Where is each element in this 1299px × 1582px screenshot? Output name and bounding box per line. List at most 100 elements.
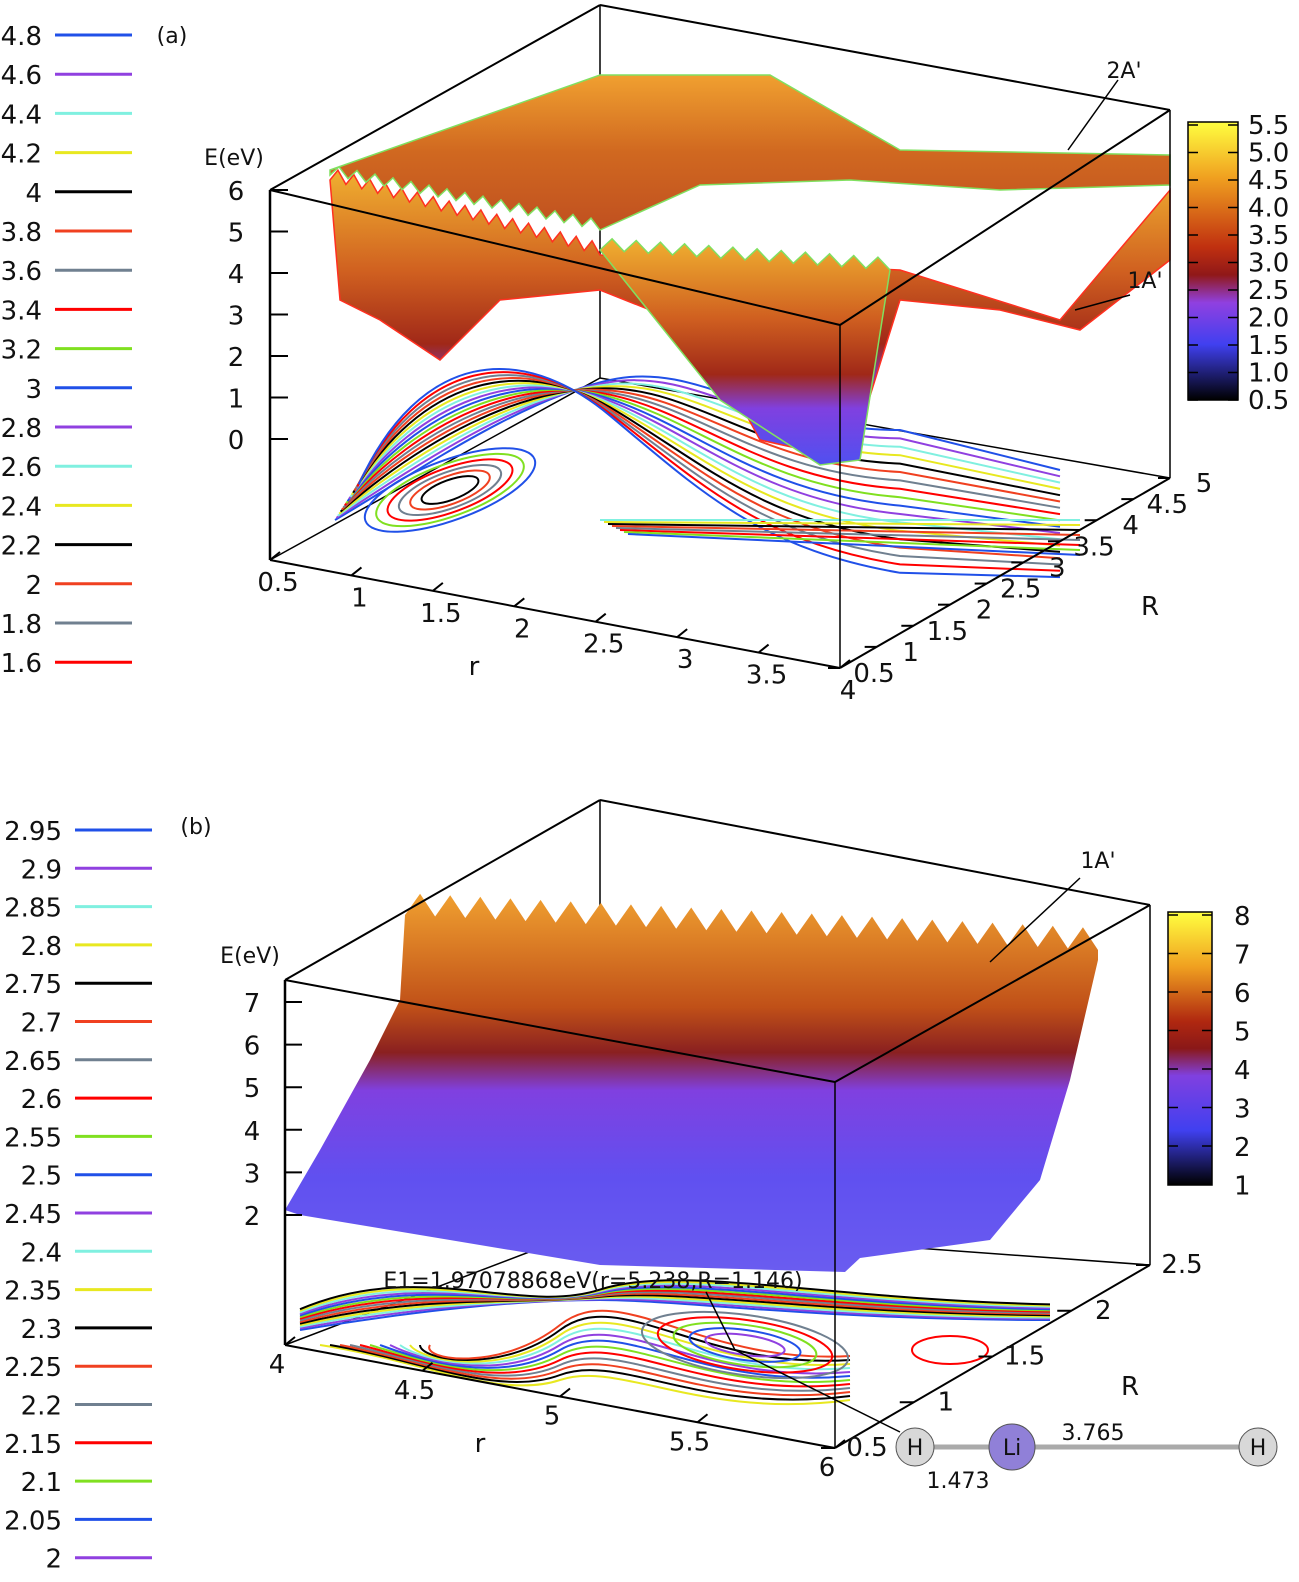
x-axis-label: r — [469, 652, 480, 682]
z-tick-label: 7 — [244, 989, 261, 1019]
contour-line — [363, 447, 537, 533]
legend-label: 1.8 — [1, 610, 42, 640]
colorbar-tick-label: 0.5 — [1248, 386, 1289, 416]
contour-line — [656, 1316, 834, 1374]
contour-line — [299, 1289, 1051, 1320]
legend-label: 2.6 — [21, 1085, 62, 1115]
y-tick-label: 5 — [1196, 469, 1213, 499]
y-tick-label: 3 — [1049, 553, 1066, 583]
y-tick-label: 1 — [902, 638, 919, 668]
annotation-arrow — [1067, 79, 1119, 151]
legend-label: 2.85 — [4, 894, 62, 924]
y-tick-label: 3.5 — [1073, 532, 1114, 562]
y-tick-label: 1.5 — [1004, 1342, 1045, 1372]
box-edge — [599, 377, 1171, 479]
contour-line — [386, 458, 514, 522]
y-tick-label: 0.5 — [846, 1433, 887, 1463]
bond-length-label: 3.765 — [1062, 1421, 1125, 1446]
y-tick-label: 2.5 — [1161, 1250, 1202, 1280]
x-tick-label: 0.5 — [257, 568, 298, 598]
contour-line — [299, 1292, 1051, 1323]
x-tick — [839, 659, 851, 669]
legend-label: 2.7 — [21, 1009, 62, 1039]
z-tick-label: 6 — [228, 177, 245, 207]
colorbar — [1187, 121, 1239, 401]
panel-label: (a) — [157, 24, 188, 49]
z-axis-label: E(eV) — [220, 944, 280, 969]
contour-line — [299, 1286, 1051, 1317]
x-tick-label: 3.5 — [746, 661, 787, 691]
legend-label: 4.2 — [1, 140, 42, 170]
legend-label: 2.8 — [21, 932, 62, 962]
colorbar-tick-label: 2 — [1234, 1133, 1251, 1163]
x-tick — [834, 1439, 846, 1449]
legend-label: 3.2 — [1, 336, 42, 366]
x-tick — [595, 612, 607, 623]
y-tick-label: 1 — [937, 1387, 954, 1417]
colorbar-tick-label: 4.5 — [1248, 166, 1289, 196]
colorbar-tick-label: 3 — [1234, 1095, 1251, 1125]
legend-label: 2.35 — [4, 1277, 62, 1307]
annotation-arrow — [1074, 294, 1131, 311]
contour-line — [399, 1327, 851, 1371]
contour-line — [299, 1295, 1051, 1327]
contour-line — [299, 1291, 1051, 1322]
x-tick — [421, 1361, 434, 1372]
contour-line — [409, 1321, 851, 1366]
x-tick-label: 1.5 — [420, 599, 461, 629]
contour-line — [357, 367, 1061, 579]
legend-label: 4.8 — [1, 22, 42, 52]
x-tick — [676, 628, 688, 638]
box-edge — [284, 799, 601, 981]
z-tick-label: 3 — [244, 1159, 261, 1189]
colorbar-tick-label: 2.0 — [1248, 304, 1289, 334]
z-tick-label: 3 — [228, 302, 245, 332]
legend-label: 2 — [45, 1545, 62, 1575]
z-tick-label: 4 — [244, 1117, 261, 1147]
contour-line — [369, 1344, 851, 1384]
colorbar-tick-label: 5 — [1234, 1018, 1251, 1048]
y-tick-label: 0.5 — [853, 659, 894, 689]
contour-line — [420, 475, 480, 505]
legend-label: 2.3 — [21, 1315, 62, 1345]
colorbar-tick-label: 5.5 — [1248, 111, 1289, 141]
contour-line — [615, 527, 1081, 541]
contour-line — [672, 1321, 818, 1369]
z-tick-label: 4 — [228, 260, 245, 290]
panel-label: (b) — [180, 815, 211, 840]
z-tick-label: 2 — [228, 343, 245, 373]
contour-line — [409, 469, 491, 511]
contour-line — [640, 1310, 850, 1380]
x-tick-label: 4 — [840, 676, 857, 706]
contour-line — [359, 1344, 851, 1388]
box-edge — [839, 109, 1171, 326]
y-tick-label: 4 — [1122, 511, 1139, 541]
x-tick-label: 4.5 — [394, 1376, 435, 1406]
surface-label-1A: 1A' — [1080, 849, 1115, 874]
y-axis — [839, 477, 1171, 669]
contour-line — [341, 388, 1061, 511]
z-tick-label: 6 — [244, 1032, 261, 1062]
x-tick-label: 2 — [514, 614, 531, 644]
legend-label: 4.6 — [1, 61, 42, 91]
x-tick-label: 6 — [819, 1453, 836, 1483]
box-edge — [834, 904, 1151, 1083]
contour-line — [688, 1327, 802, 1363]
legend-label: 2 — [25, 571, 42, 601]
z-tick-label: 5 — [244, 1074, 261, 1104]
contour-line — [299, 1294, 1051, 1325]
contour-line — [627, 533, 1081, 556]
contour-line — [344, 389, 1061, 516]
atom-icon — [895, 1427, 935, 1467]
contour-line — [349, 1344, 851, 1392]
colorbar-tick-label: 6 — [1234, 979, 1251, 1009]
contour-line — [299, 1279, 1051, 1311]
legend-label: 2.25 — [4, 1353, 62, 1383]
legend-label: 2.5 — [21, 1162, 62, 1192]
surface-1A-prime-well — [598, 237, 891, 466]
contour-line — [623, 531, 1081, 551]
x-axis-label: r — [475, 1429, 486, 1459]
legend-label: 2.9 — [21, 855, 62, 885]
colorbar-tick-label: 1 — [1234, 1172, 1251, 1202]
